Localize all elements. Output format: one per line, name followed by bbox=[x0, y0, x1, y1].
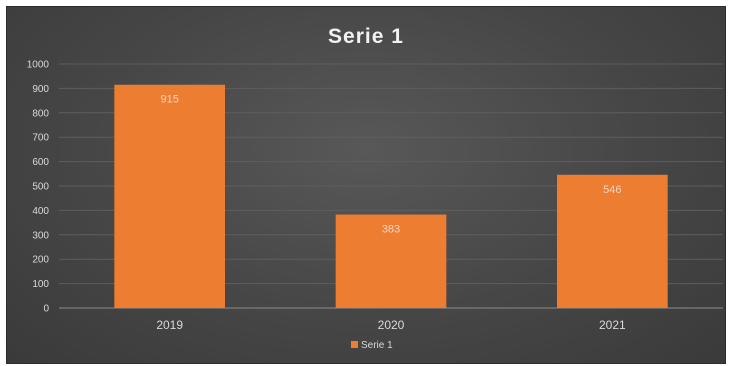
bar bbox=[557, 174, 668, 308]
y-tick-label: 200 bbox=[32, 255, 49, 266]
y-tick-label: 100 bbox=[32, 279, 49, 290]
y-tick-label: 1000 bbox=[27, 60, 50, 71]
legend-label: Serie 1 bbox=[361, 340, 393, 351]
y-tick-label: 900 bbox=[32, 84, 49, 95]
y-tick-label: 400 bbox=[32, 206, 49, 217]
y-tick-label: 300 bbox=[32, 230, 49, 241]
data-label: 546 bbox=[603, 184, 621, 196]
y-tick-label: 800 bbox=[32, 108, 49, 119]
bar bbox=[114, 84, 225, 309]
y-tick-label: 0 bbox=[43, 304, 49, 315]
x-tick-label: 2020 bbox=[378, 318, 405, 332]
chart-area: Serie 1 0 100 200 300 400 500 600 700 800 900 1000… bbox=[6, 6, 726, 364]
y-tick-label: 700 bbox=[32, 133, 49, 144]
chart-title: Serie 1 bbox=[328, 25, 404, 48]
y-tick-label: 600 bbox=[32, 157, 49, 168]
legend-swatch bbox=[351, 341, 358, 348]
x-tick-label: 2019 bbox=[156, 318, 183, 332]
chart-plot: 0 100 200 300 400 500 600 700 800 900 1000 915 2019 3… bbox=[27, 60, 723, 351]
data-label: 915 bbox=[160, 94, 178, 106]
x-tick-label: 2021 bbox=[599, 318, 626, 332]
bar bbox=[335, 214, 447, 308]
y-tick-label: 500 bbox=[32, 182, 49, 193]
data-label: 383 bbox=[382, 224, 400, 236]
